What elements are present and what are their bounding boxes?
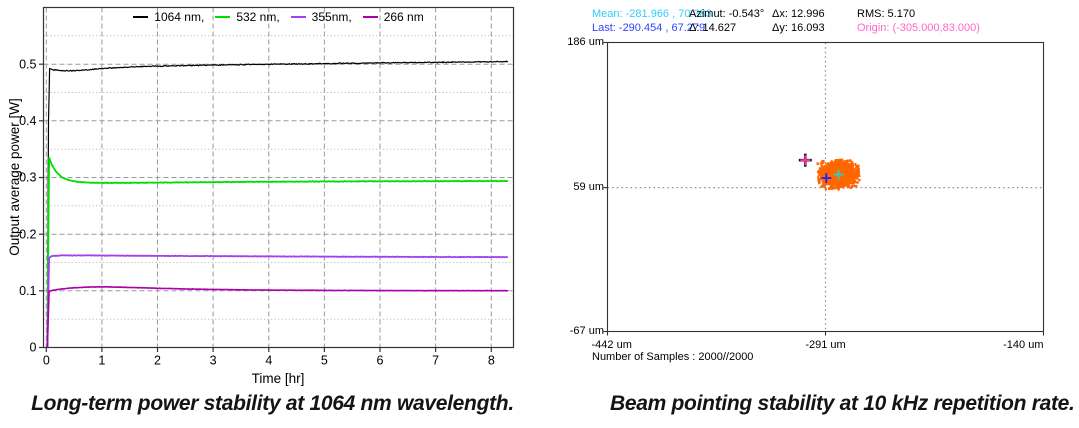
axis-ticks: [603, 41, 1045, 336]
legend-swatch: [215, 16, 231, 18]
power-stability-chart: Output average power [W] Time [hr] 00.10…: [7, 6, 515, 386]
y-tick-label: 186 um: [567, 35, 604, 48]
legend-swatch: [133, 16, 149, 18]
stat-y: Δy: 16.093: [772, 22, 825, 34]
axis-ticks: 0 0.1 0.2 0.3 0.4 0.5 0 1 2 3 4 5 6 7 8: [19, 57, 495, 367]
x-tick-label: 6: [377, 354, 384, 368]
x-tick-label: 8: [488, 354, 495, 368]
chart-legend: 1064 nm, 532 nm, 355nm, 266 nm: [43, 10, 514, 24]
x-tick-label: -140 um: [1003, 339, 1044, 351]
y-tick-label: 0.2: [19, 227, 36, 241]
stat-mean: Mean: -281.966 , 70.383: [592, 8, 712, 20]
y-tick-label: 0.3: [19, 171, 36, 185]
stat-last: Last: -290.454 , 67.279: [592, 22, 706, 34]
samples-label: Number of Samples : 2000//2000: [592, 351, 754, 363]
plot-area: [603, 41, 1045, 336]
x-tick-label: 1: [98, 354, 105, 368]
series-532nm: [46, 156, 509, 348]
legend-item-532nm: 532 nm,: [215, 10, 280, 24]
stat-origin: Origin: (-305.000,83.000): [857, 22, 980, 34]
gridlines: [43, 7, 514, 348]
y-tick-label: 0.1: [19, 284, 36, 298]
x-tick-label: 0: [43, 354, 50, 368]
right-caption: Beam pointing stability at 10 kHz repeti…: [610, 392, 1075, 415]
y-tick-label: -67 um: [569, 324, 604, 337]
markers: [798, 153, 844, 184]
legend-label: 355nm,: [311, 10, 352, 24]
stat-x: Δx: 12.996: [772, 8, 825, 20]
y-tick-label: 0.5: [19, 57, 36, 71]
stat-rms: RMS: 5.170: [857, 8, 916, 20]
beam-pointing-chart: [603, 41, 1045, 336]
legend-swatch: [362, 16, 378, 18]
legend-label: 266 nm: [383, 10, 424, 24]
stat-: Δ: 14.627: [689, 22, 737, 34]
left-caption: Long-term power stability at 1064 nm wav…: [31, 392, 514, 415]
stat-azimut: Azimut: -0.543°: [689, 8, 765, 20]
legend-swatch: [290, 16, 306, 18]
x-tick-label: 2: [154, 354, 161, 368]
x-tick-label: 7: [432, 354, 439, 368]
series-355nm: [46, 254, 509, 348]
legend-label: 1064 nm,: [154, 10, 205, 24]
x-tick-labels: -442 um -291 um -140 um: [592, 339, 1051, 353]
series-266nm: [46, 285, 509, 348]
y-tick-label: 0: [30, 341, 37, 355]
legend-item-266nm: 266 nm: [362, 10, 424, 24]
legend-item-355nm: 355nm,: [290, 10, 352, 24]
y-tick-labels: 186 um 59 um -67 um: [556, 0, 604, 428]
plot-area: 0 0.1 0.2 0.3 0.4 0.5 0 1 2 3 4 5 6 7 8: [19, 6, 515, 368]
y-axis-label: Output average power [W]: [7, 98, 22, 256]
series-group: [46, 60, 509, 348]
series-1064nm: [46, 60, 508, 348]
y-tick-label: 0.4: [19, 114, 36, 128]
x-tick-label: 5: [321, 354, 328, 368]
x-tick-label: 3: [210, 354, 217, 368]
x-tick-label: -291 um: [805, 339, 846, 351]
legend-label: 532 nm,: [236, 10, 280, 24]
x-tick-label: 4: [265, 354, 272, 368]
x-axis-label: Time [hr]: [252, 371, 305, 386]
legend-item-1064nm: 1064 nm,: [133, 10, 204, 24]
y-tick-label: 59 um: [573, 180, 604, 193]
x-tick-label: -442 um: [591, 339, 632, 351]
